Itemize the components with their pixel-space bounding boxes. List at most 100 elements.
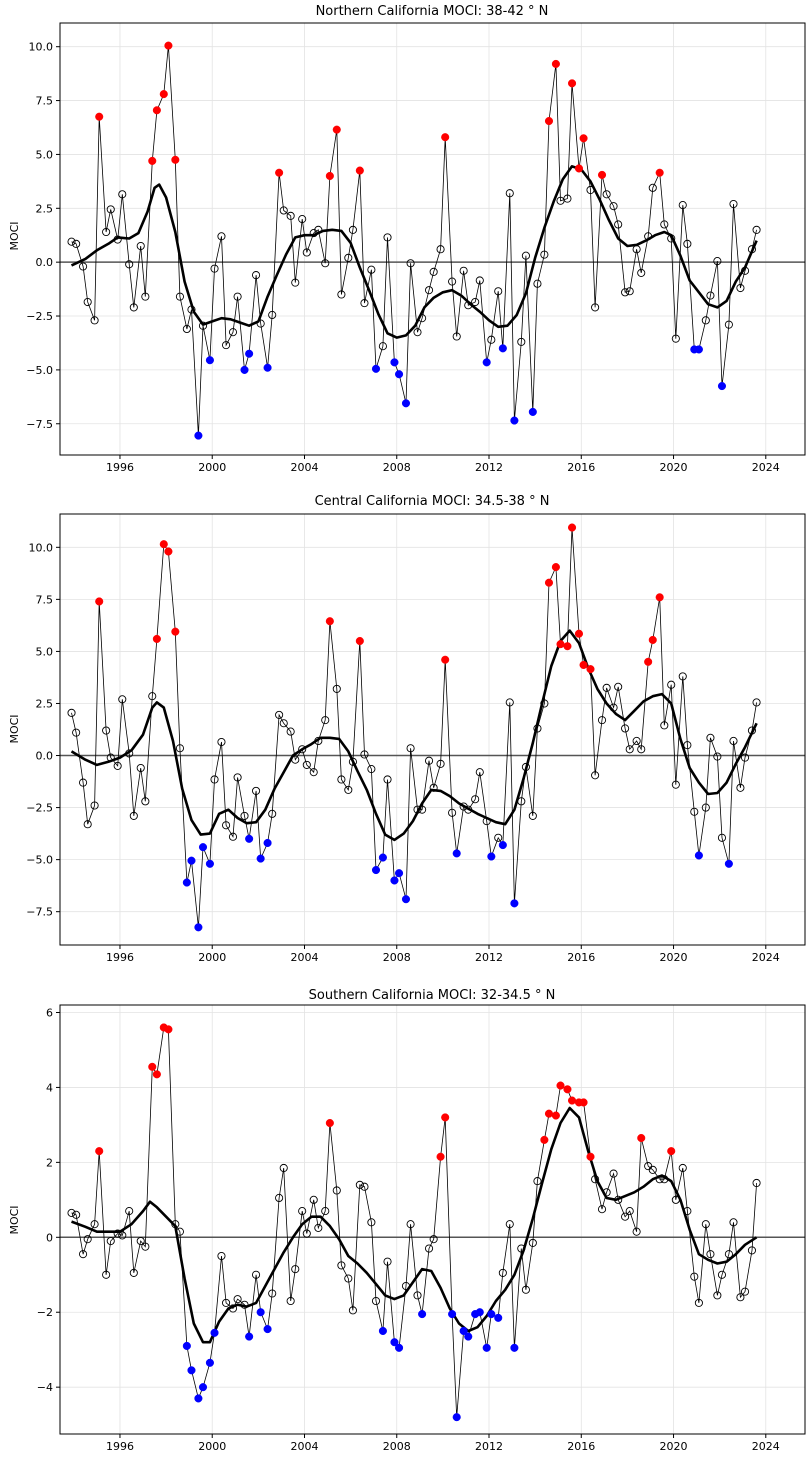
data-point: [129, 811, 138, 820]
low-anomaly-point: [401, 399, 411, 408]
high-anomaly-point: [441, 655, 450, 664]
data-point: [360, 1182, 369, 1191]
data-point: [344, 785, 353, 794]
low-anomaly-point: [182, 878, 191, 887]
high-anomaly-point: [152, 634, 161, 643]
data-point: [533, 724, 542, 733]
data-point: [701, 803, 710, 812]
data-point: [210, 775, 219, 784]
y-tick-label: 5.0: [36, 148, 54, 161]
data-point: [736, 783, 745, 792]
x-tick-label: 2016: [567, 461, 595, 474]
data-point: [314, 736, 323, 746]
data-point: [660, 721, 669, 730]
high-anomaly-point: [164, 41, 173, 50]
y-tick-label: 7.5: [36, 95, 54, 108]
data-point: [517, 1244, 526, 1253]
high-anomaly-point: [597, 170, 607, 179]
low-anomaly-point: [378, 1326, 387, 1336]
data-point: [729, 199, 738, 209]
data-point: [413, 1291, 422, 1300]
data-point: [252, 1270, 261, 1279]
data-point: [106, 753, 115, 762]
data-point: [291, 1265, 300, 1274]
high-anomaly-point: [544, 116, 554, 126]
high-anomaly-point: [637, 1133, 646, 1143]
data-point: [275, 1193, 284, 1203]
y-tick-label: 5.0: [36, 645, 54, 658]
x-tick-label: 2016: [567, 1440, 595, 1453]
moci-series-line: [71, 45, 757, 436]
data-point: [79, 1250, 88, 1259]
data-point: [298, 1207, 307, 1216]
chart-panel-central: Central California MOCI: 34.5-38 ° N MOC…: [8, 494, 806, 964]
high-anomaly-point: [556, 640, 565, 649]
data-point: [332, 684, 341, 693]
data-point: [252, 271, 261, 280]
x-tick-label: 2000: [198, 1440, 226, 1453]
data-point: [222, 821, 231, 830]
data-point: [79, 778, 88, 787]
data-point: [591, 1175, 600, 1184]
data-point: [747, 726, 757, 735]
high-anomaly-point: [95, 112, 104, 121]
data-point: [609, 703, 618, 712]
data-point: [125, 1207, 134, 1216]
data-point: [309, 1195, 318, 1204]
high-anomaly-point: [325, 617, 334, 626]
data-point: [67, 1208, 76, 1217]
data-point: [648, 1165, 657, 1174]
data-point: [671, 334, 680, 343]
data-point: [344, 253, 353, 262]
high-anomaly-point: [667, 1147, 676, 1156]
data-point: [171, 1220, 180, 1229]
data-point: [625, 745, 634, 754]
y-tick-label: −2.5: [26, 802, 53, 815]
data-point: [182, 324, 191, 334]
data-point: [367, 265, 376, 274]
x-tick-label: 2004: [290, 951, 318, 964]
x-tick-label: 2024: [752, 951, 780, 964]
data-point: [540, 250, 549, 259]
data-point: [90, 1220, 99, 1229]
x-tick-label: 2020: [660, 951, 688, 964]
data-point: [118, 190, 127, 199]
data-point: [118, 695, 127, 704]
y-tick-label: 2: [46, 1156, 53, 1169]
data-point: [125, 260, 134, 269]
data-point: [729, 736, 738, 746]
data-point: [701, 316, 710, 325]
data-point: [424, 756, 434, 765]
high-anomaly-point: [544, 1109, 554, 1118]
data-point: [667, 234, 676, 243]
data-point: [436, 759, 445, 768]
data-point: [337, 775, 346, 784]
high-anomaly-point: [579, 134, 588, 143]
data-point: [625, 1207, 634, 1216]
data-point: [424, 1244, 434, 1253]
data-point: [79, 262, 88, 271]
data-point: [724, 320, 733, 329]
data-point: [321, 716, 330, 725]
y-tick-label: 0.0: [36, 256, 54, 269]
low-anomaly-point: [452, 1413, 461, 1422]
low-anomaly-point: [482, 1343, 491, 1352]
data-point: [279, 1163, 288, 1173]
data-point: [660, 1175, 669, 1184]
x-tick-label: 2008: [383, 461, 411, 474]
low-anomaly-point: [371, 364, 381, 373]
data-point: [383, 775, 392, 784]
data-point: [517, 797, 526, 806]
data-point: [67, 708, 76, 717]
data-point: [378, 342, 387, 351]
high-anomaly-point: [148, 156, 157, 165]
low-anomaly-point: [724, 859, 733, 868]
data-point: [401, 1281, 411, 1291]
high-anomaly-point: [648, 635, 657, 645]
data-point: [113, 1229, 122, 1238]
data-point: [113, 761, 122, 770]
data-point: [321, 259, 330, 268]
y-tick-label: −5.0: [26, 364, 53, 377]
high-anomaly-point: [441, 1113, 450, 1122]
